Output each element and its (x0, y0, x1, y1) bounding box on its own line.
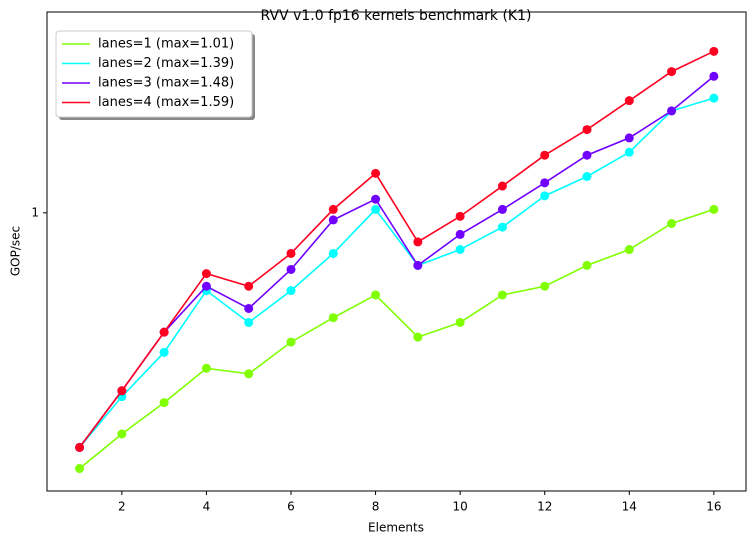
x-tick-label: 6 (287, 500, 295, 514)
point (159, 398, 169, 408)
legend-label: lanes=2 (max=1.39) (98, 56, 234, 71)
x-tick-label: 8 (372, 500, 380, 514)
point (709, 71, 719, 81)
point (624, 147, 634, 157)
point (455, 229, 465, 239)
x-tick-label: 2 (118, 500, 126, 514)
point (328, 215, 338, 225)
point (286, 337, 296, 347)
legend-label: lanes=4 (max=1.59) (98, 95, 234, 110)
point (371, 194, 381, 204)
series-line (79, 208, 715, 470)
point (455, 245, 465, 255)
point (667, 218, 677, 228)
point (667, 67, 677, 77)
legend-label: lanes=1 (max=1.01) (98, 37, 234, 52)
series-line (78, 75, 715, 448)
point (497, 222, 507, 232)
point (328, 248, 338, 258)
point (413, 260, 423, 270)
y-axis-label: GOP/sec (9, 226, 23, 276)
point (413, 332, 423, 342)
point (540, 191, 550, 201)
legend-label: lanes=3 (max=1.48) (98, 76, 234, 91)
point (709, 93, 719, 103)
chart-title: RVV v1.0 fp16 kernels benchmark (K1) (261, 8, 532, 24)
plot-frame (46, 11, 747, 492)
point (540, 150, 550, 160)
point (582, 150, 592, 160)
point (328, 204, 338, 214)
x-tick-label: 12 (537, 500, 552, 514)
point (709, 46, 719, 56)
x-tick-label: 16 (706, 500, 721, 514)
x-tick-label: 4 (203, 500, 211, 514)
series-line (78, 50, 715, 448)
series-line (78, 97, 715, 448)
point (497, 181, 507, 191)
point (286, 286, 296, 296)
point (455, 317, 465, 327)
point (582, 172, 592, 182)
point (201, 363, 211, 373)
point (709, 204, 719, 214)
point (624, 96, 634, 106)
point (413, 237, 423, 247)
point (371, 204, 381, 214)
point (117, 386, 127, 396)
point (201, 269, 211, 279)
point (159, 347, 169, 357)
point (159, 327, 169, 337)
point (286, 248, 296, 258)
point (75, 442, 85, 452)
point (497, 204, 507, 214)
point (117, 429, 127, 439)
point (371, 168, 381, 178)
y-tick-label: 1 (31, 205, 39, 219)
x-tick-label: 10 (453, 500, 468, 514)
point (582, 125, 592, 135)
x-tick-label: 14 (622, 500, 637, 514)
point (540, 281, 550, 291)
point (75, 464, 85, 474)
legend-box (55, 30, 253, 118)
point (244, 369, 254, 379)
x-axis-label: Elements (368, 521, 424, 535)
point (624, 133, 634, 143)
point (371, 290, 381, 300)
point (244, 317, 254, 327)
point (455, 211, 465, 221)
legend: lanes=1 (max=1.01) lanes=2 (max=1.39) lane… (55, 30, 255, 120)
point (624, 245, 634, 255)
point (244, 303, 254, 313)
point (201, 281, 211, 291)
point (244, 281, 254, 291)
point (286, 264, 296, 274)
point (328, 313, 338, 323)
point (497, 290, 507, 300)
point (582, 260, 592, 270)
point (667, 106, 677, 116)
point (540, 178, 550, 188)
